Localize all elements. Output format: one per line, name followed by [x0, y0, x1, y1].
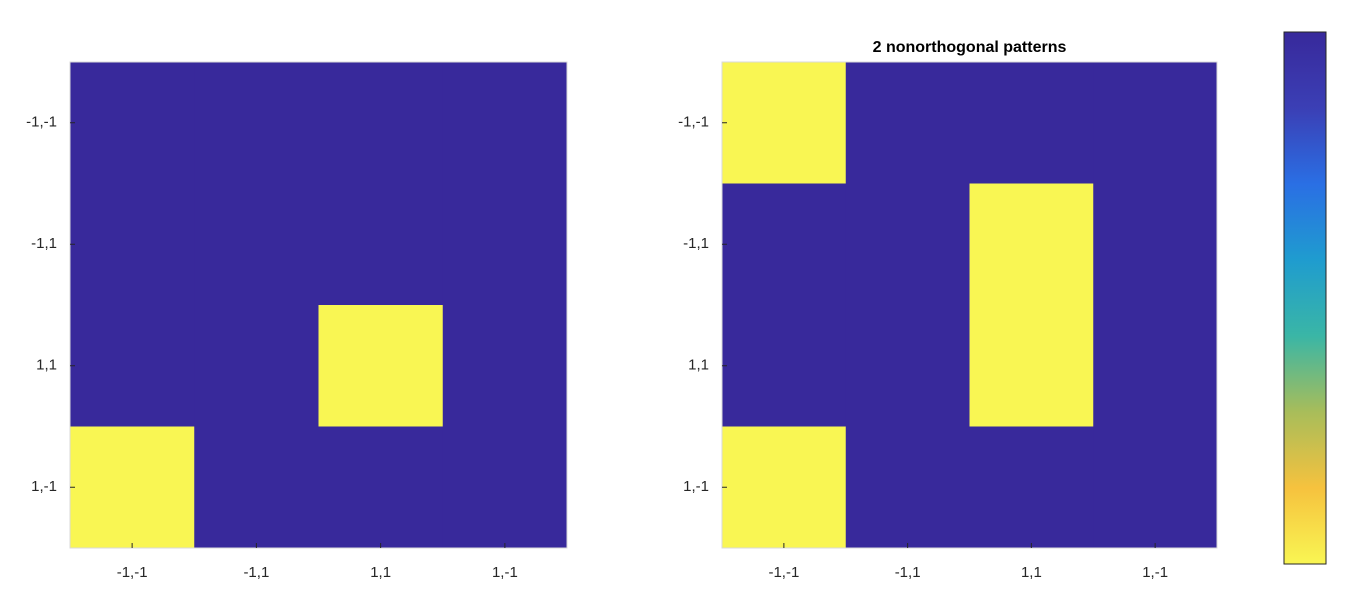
heatmap-cell: [442, 305, 568, 427]
x-tick-label: 1,1: [1021, 564, 1042, 581]
chart-title: 2 nonorthogonal patterns: [873, 39, 1067, 56]
heatmap-cell: [194, 426, 319, 549]
heatmap-cell: [442, 62, 568, 184]
x-tick-label: 1,-1: [492, 564, 518, 581]
heatmap-cell: [70, 426, 195, 549]
y-tick-label: -1,-1: [26, 114, 57, 131]
x-tick-label: -1,1: [895, 564, 921, 581]
y-tick-label: -1,-1: [678, 114, 709, 131]
heatmap-cell: [969, 305, 1094, 427]
y-tick-label: 1,1: [688, 357, 709, 374]
x-tick-label: -1,-1: [117, 564, 148, 581]
heatmap-cell: [318, 62, 444, 184]
x-tick-label: -1,-1: [768, 564, 799, 581]
heatmap-cell: [969, 62, 1094, 184]
heatmap-cell: [969, 426, 1094, 549]
colorbar: [1283, 31, 1327, 565]
heatmap-cell: [194, 62, 319, 184]
y-tick-label: -1,1: [683, 235, 709, 252]
y-tick-label: 1,-1: [683, 478, 709, 495]
heatmap-cell: [318, 305, 444, 427]
heatmap-cell: [1093, 426, 1218, 549]
heatmap-cell: [722, 426, 847, 549]
x-tick-label: 1,-1: [1142, 564, 1168, 581]
heatmap-cell: [318, 426, 444, 549]
heatmap-cell: [722, 183, 847, 306]
heatmap-cell: [845, 62, 970, 184]
heatmap-cell: [194, 305, 319, 427]
heatmap-cell: [70, 183, 195, 306]
y-tick-label: 1,-1: [31, 478, 57, 495]
axes-frame: [69, 61, 568, 549]
heatmap-cell: [318, 183, 444, 306]
heatmap-cell: [845, 305, 970, 427]
y-tick-label: -1,1: [31, 235, 57, 252]
heatmap-cell: [70, 305, 195, 427]
heatmap-cell: [969, 183, 1094, 306]
heatmap-cell: [845, 426, 970, 549]
heatmap-cell: [1093, 62, 1218, 184]
heatmap-cell: [722, 62, 847, 184]
y-tick-label: 1,1: [36, 357, 57, 374]
heatmap-cell: [194, 183, 319, 306]
heatmap-cell: [1093, 305, 1218, 427]
heatmap-cell: [442, 426, 568, 549]
heatmap-cell: [70, 62, 195, 184]
heatmap-cell: [1093, 183, 1218, 306]
x-tick-label: -1,1: [243, 564, 269, 581]
heatmap-cell: [845, 183, 970, 306]
axes-frame: [721, 61, 1218, 549]
x-tick-label: 1,1: [370, 564, 391, 581]
heatmap-cell: [722, 305, 847, 427]
heatmap-cell: [442, 183, 568, 306]
